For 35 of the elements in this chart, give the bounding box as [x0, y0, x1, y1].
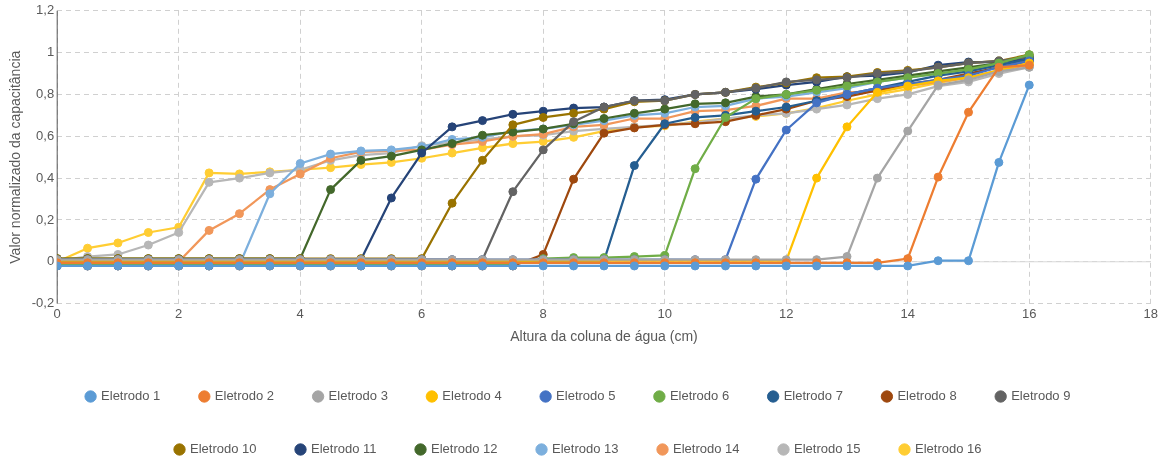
- y-tick-label: 0,4: [36, 169, 55, 185]
- legend-label: Eletrodo 3: [328, 388, 388, 404]
- x-tick-label: 10: [657, 305, 672, 321]
- legend-label: Eletrodo 15: [794, 441, 861, 457]
- x-tick-label: 18: [1143, 305, 1158, 321]
- legend-label: Eletrodo 7: [783, 388, 843, 404]
- legend-label: Eletrodo 4: [442, 388, 502, 404]
- x-axis-title: Altura da coluna de água (cm): [510, 328, 698, 345]
- y-axis-title: Valor normalizado da capacitância: [7, 50, 24, 264]
- legend-label: Eletrodo 5: [556, 388, 616, 404]
- legend-label: Eletrodo 9: [1011, 388, 1071, 404]
- legend-label: Eletrodo 14: [673, 441, 740, 457]
- x-tick-label: 8: [539, 305, 547, 321]
- legend-label: Eletrodo 11: [311, 441, 377, 457]
- x-tick-label: 2: [175, 305, 183, 321]
- y-tick-label: 0,8: [36, 86, 55, 102]
- legend-label: Eletrodo 10: [190, 441, 257, 457]
- x-tick-label: 16: [1022, 305, 1037, 321]
- y-tick-label: 0: [46, 253, 55, 269]
- legend-label: Eletrodo 6: [669, 388, 730, 404]
- y-tick-label: 1: [46, 44, 55, 60]
- legend-label: Eletrodo 1: [101, 388, 161, 404]
- legend-label: Eletrodo 13: [552, 441, 619, 457]
- y-tick-label: -0,2: [31, 295, 55, 311]
- x-tick-label: 4: [296, 305, 304, 321]
- legend-label: Eletrodo 16: [915, 441, 982, 457]
- x-tick-label: 12: [779, 305, 794, 321]
- y-tick-label: 0,6: [36, 127, 55, 143]
- legend-label: Eletrodo 8: [897, 388, 957, 404]
- legend-label: Eletrodo 12: [431, 441, 498, 457]
- y-tick-label: 0,2: [36, 211, 55, 227]
- y-tick-label: 1,2: [36, 2, 55, 18]
- x-tick-label: 14: [900, 305, 915, 321]
- x-tick-label: 6: [418, 305, 426, 321]
- legend-label: Eletrodo 2: [214, 388, 275, 404]
